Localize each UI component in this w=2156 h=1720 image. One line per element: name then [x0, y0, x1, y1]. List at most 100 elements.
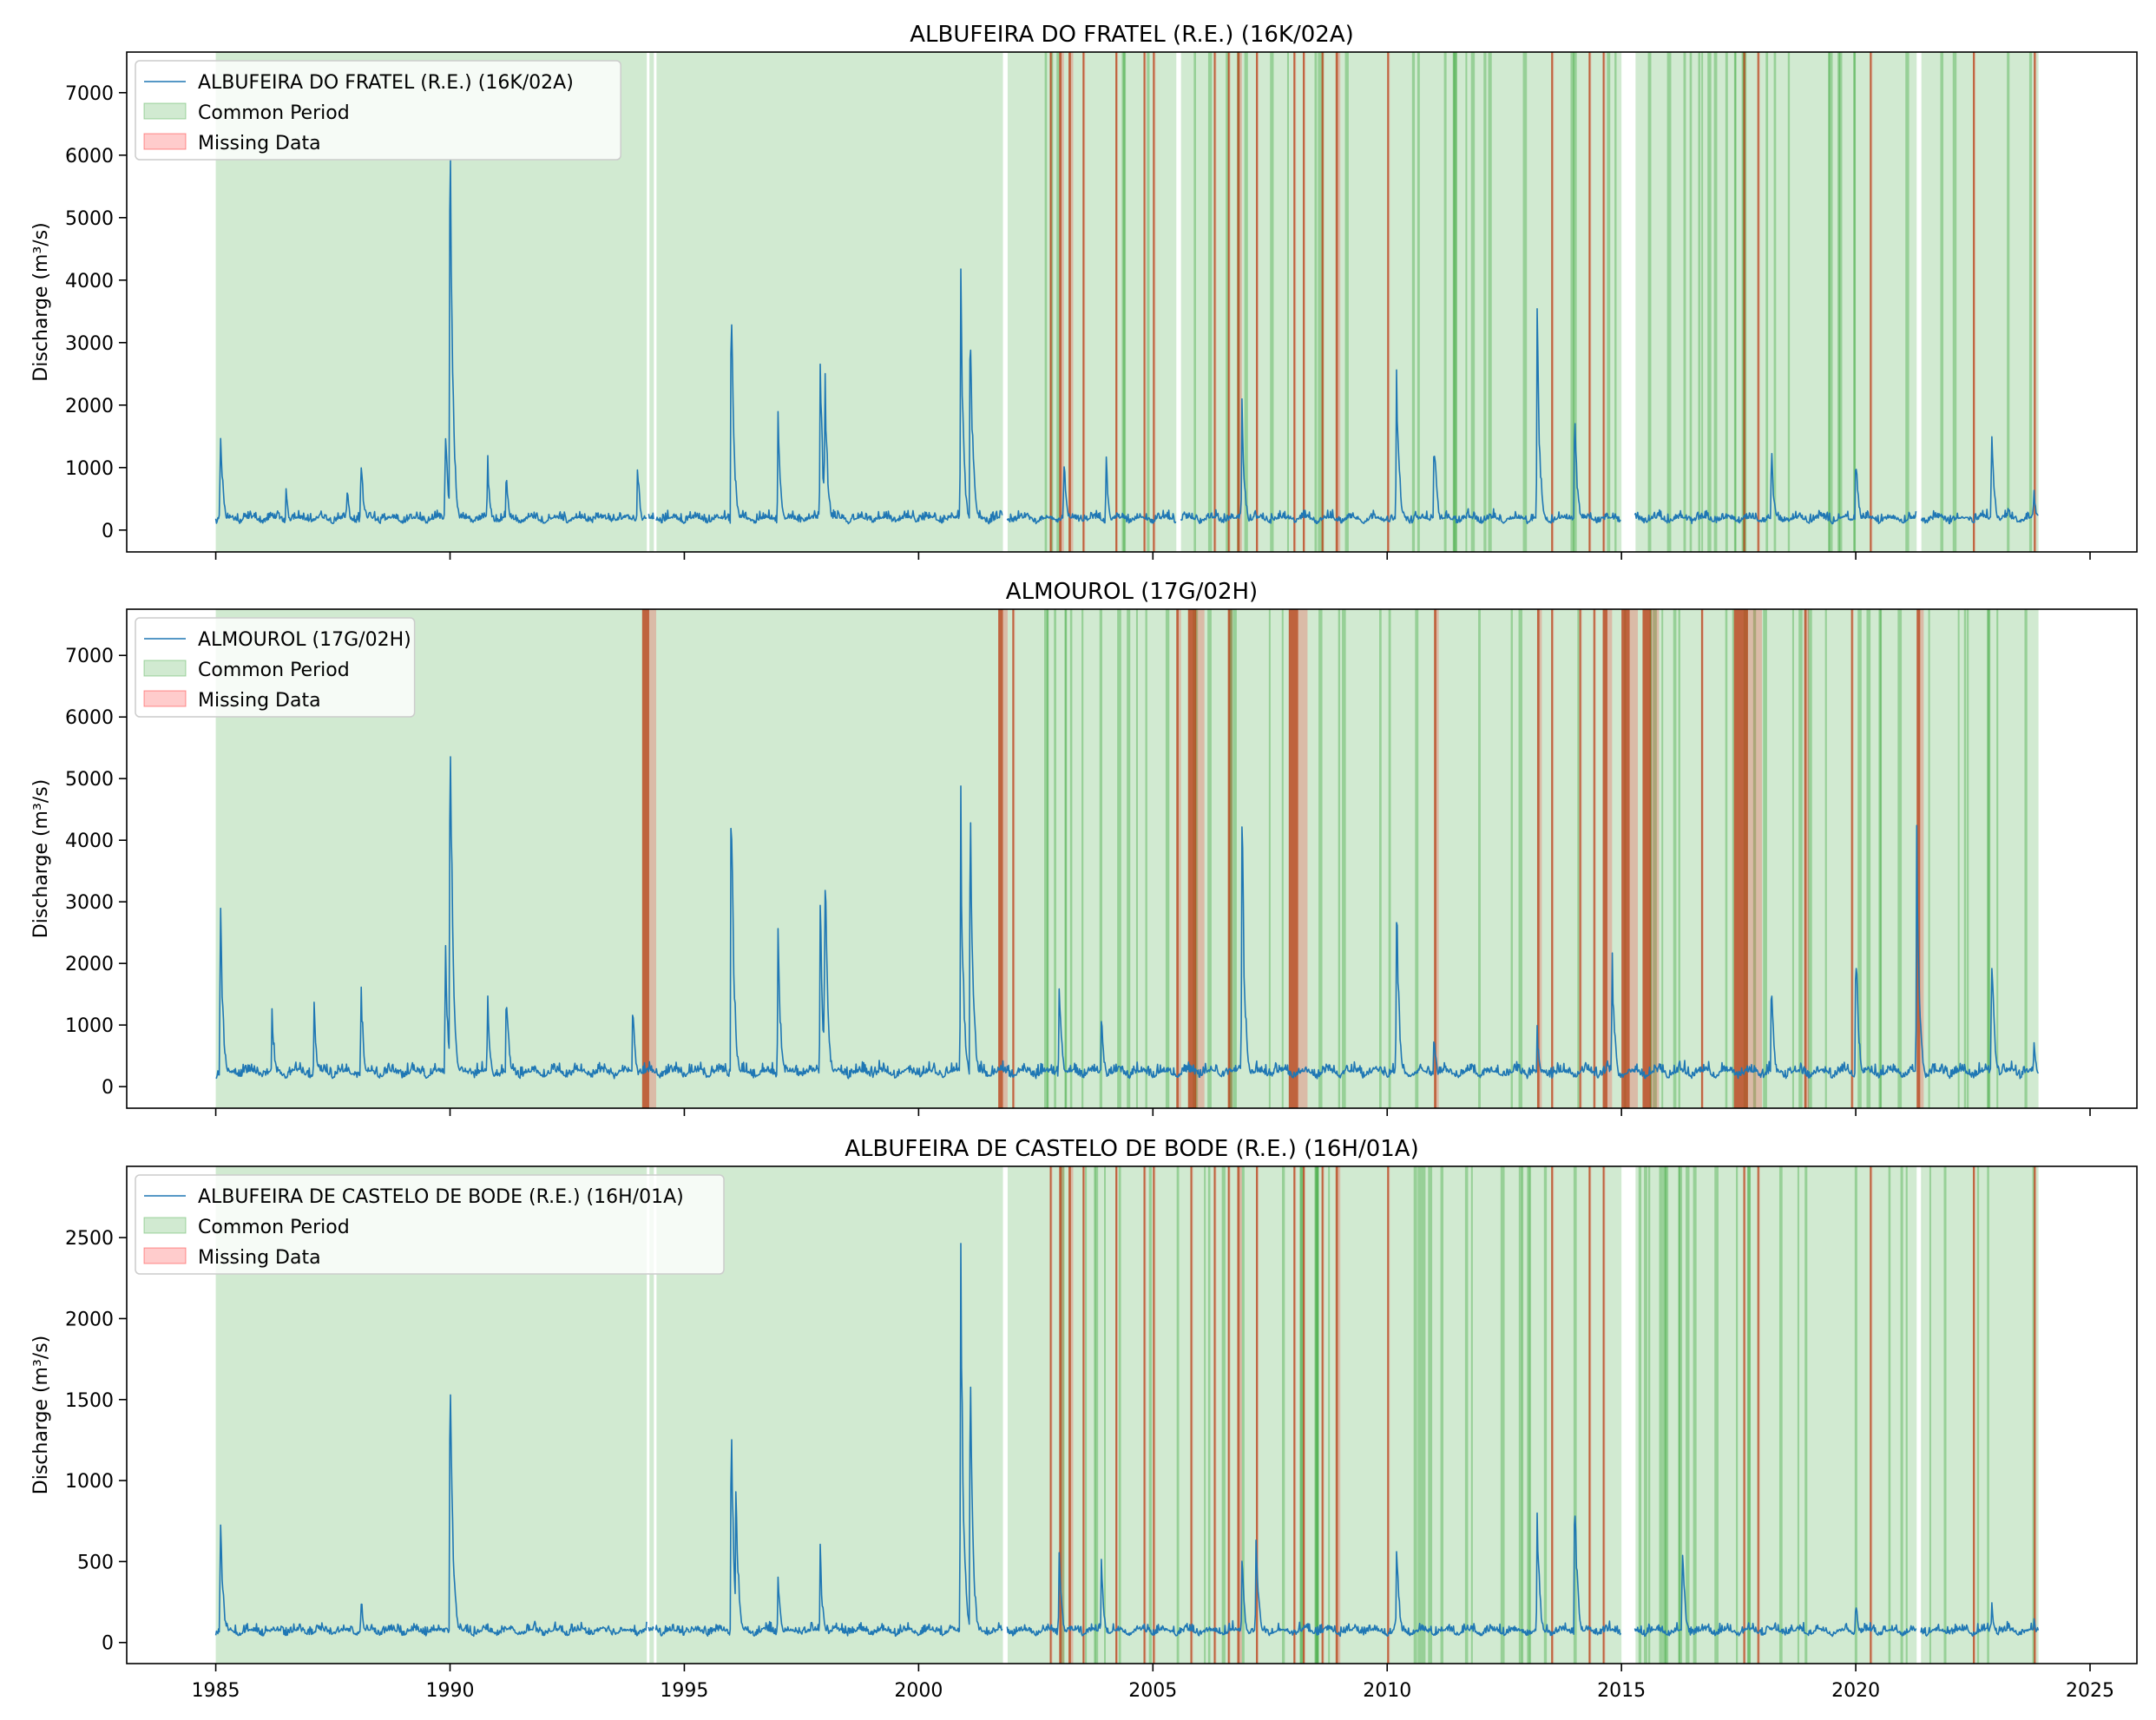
common-period-stripe [1527, 1166, 1530, 1664]
common-period-stripe [1987, 609, 1990, 1108]
legend-box [135, 1174, 725, 1275]
common-period-stripe [1411, 52, 1416, 552]
common-period-stripe [1878, 609, 1882, 1108]
legend: ALBUFEIRA DE CASTELO DE BODE (R.E.) (16H… [135, 1174, 725, 1275]
common-period-stripe [1905, 52, 1910, 552]
missing-data-core [1870, 52, 1872, 552]
missing-data-core [1288, 609, 1298, 1108]
common-period-stripe [1528, 1166, 1532, 1664]
missing-data-core [1059, 1166, 1062, 1664]
common-period-stripe [1165, 609, 1170, 1108]
common-period-stripe [1653, 609, 1657, 1108]
data-gap [1621, 1166, 1636, 1664]
common-period-stripe [1379, 609, 1382, 1108]
x-tick-label: 2020 [1831, 1680, 1880, 1702]
common-period-stripe [1230, 609, 1232, 1108]
common-period-stripe [1614, 52, 1617, 552]
common-period-stripe [1763, 609, 1767, 1108]
common-period-stripe [2032, 1166, 2035, 1664]
legend-label: Common Period [198, 1217, 350, 1238]
common-period-stripe [1241, 1166, 1245, 1664]
y-tick-label: 2500 [65, 1228, 114, 1250]
common-period-stripe [1281, 609, 1284, 1108]
missing-data-core [1551, 1166, 1554, 1664]
common-period-stripe [1056, 52, 1060, 552]
common-period-stripe [1957, 609, 1960, 1108]
y-tick-label: 3000 [65, 333, 114, 355]
common-period-stripe [1054, 609, 1056, 1108]
common-period-stripe [1085, 1166, 1088, 1664]
common-period-stripe [1698, 52, 1701, 552]
missing-data-core [1153, 1166, 1155, 1664]
common-period-stripe [1807, 609, 1812, 1108]
legend-missing-swatch [143, 133, 187, 150]
common-period-stripe [1094, 1166, 1096, 1664]
x-tick-label: 2025 [2066, 1680, 2114, 1702]
common-period-stripe [1518, 1166, 1522, 1664]
data-gap [1916, 1166, 1922, 1664]
y-tick-label: 0 [102, 521, 114, 542]
missing-data-core [1804, 609, 1807, 1108]
common-period-stripe [1388, 609, 1391, 1108]
common-period-stripe [1905, 1166, 1908, 1664]
missing-data-core [1293, 52, 1296, 552]
common-period-stripe [1678, 1166, 1683, 1664]
common-period-stripe [1135, 609, 1138, 1108]
common-period-stripe [1689, 52, 1693, 552]
common-period-stripe [1647, 1166, 1651, 1664]
y-tick-label: 1000 [65, 458, 114, 480]
common-period-stripe [1344, 52, 1349, 552]
common-period-stripe [1678, 1166, 1680, 1664]
missing-data-core [1237, 1166, 1240, 1664]
common-period-stripe [1145, 609, 1147, 1108]
missing-data-core [1115, 1166, 1118, 1664]
common-period-stripe [1122, 52, 1126, 552]
missing-data-core [1143, 1166, 1146, 1664]
legend: ALMOUROL (17G/02H) Common Period Missing D… [135, 617, 416, 718]
common-period-stripe [1900, 1166, 1903, 1664]
common-period-stripe [1428, 1166, 1433, 1664]
common-period-stripe [1752, 609, 1757, 1108]
y-axis-label: Discharge (m³/s) [30, 779, 52, 938]
y-tick-label: 1000 [65, 1471, 114, 1493]
common-period-stripe [1299, 1166, 1303, 1664]
y-tick-label: 500 [77, 1552, 114, 1573]
common-period-stripe [1659, 1166, 1663, 1664]
common-period-stripe [1577, 609, 1580, 1108]
missing-data-core [1012, 609, 1015, 1108]
common-period-stripe [1470, 1166, 1473, 1664]
common-period-stripe [1649, 609, 1653, 1108]
missing-data-core [1213, 1166, 1216, 1664]
common-period-stripe [1117, 609, 1121, 1108]
common-period-stripe [1879, 609, 1883, 1108]
missing-data-core [1870, 1166, 1872, 1664]
missing-data-core [1916, 609, 1921, 1108]
missing-data-core [1973, 52, 1975, 552]
missing-data-core [1743, 1166, 1745, 1664]
data-gap [647, 52, 650, 552]
common-period-stripe [2028, 52, 2033, 552]
common-period-stripe [1778, 1166, 1783, 1664]
missing-data-core [1621, 609, 1630, 1108]
missing-data-core [1743, 52, 1745, 552]
missing-data-core [1700, 609, 1703, 1108]
chart-title: ALMOUROL (17G/02H) [1006, 579, 1258, 605]
y-tick-label: 6000 [65, 146, 114, 167]
missing-data-core [1187, 609, 1197, 1108]
common-period-stripe [1221, 1166, 1226, 1664]
x-tick-label: 2000 [894, 1680, 943, 1702]
missing-data-core [1321, 1166, 1324, 1664]
missing-data-core [1579, 609, 1581, 1108]
common-period-stripe [1707, 52, 1712, 552]
common-period-stripe [1713, 52, 1718, 552]
common-period-stripe [1518, 609, 1523, 1108]
common-period-stripe [1417, 52, 1420, 552]
legend-label: Common Period [198, 660, 350, 681]
missing-data-core [1082, 1166, 1085, 1664]
missing-data-core [1293, 1166, 1296, 1664]
missing-data-core [1256, 52, 1259, 552]
x-tick-label: 2010 [1363, 1680, 1411, 1702]
axes-frame [126, 608, 2138, 1109]
legend-label: ALBUFEIRA DE CASTELO DE BODE (R.E.) (16H… [198, 1186, 684, 1208]
common-period-stripe [1228, 609, 1232, 1108]
